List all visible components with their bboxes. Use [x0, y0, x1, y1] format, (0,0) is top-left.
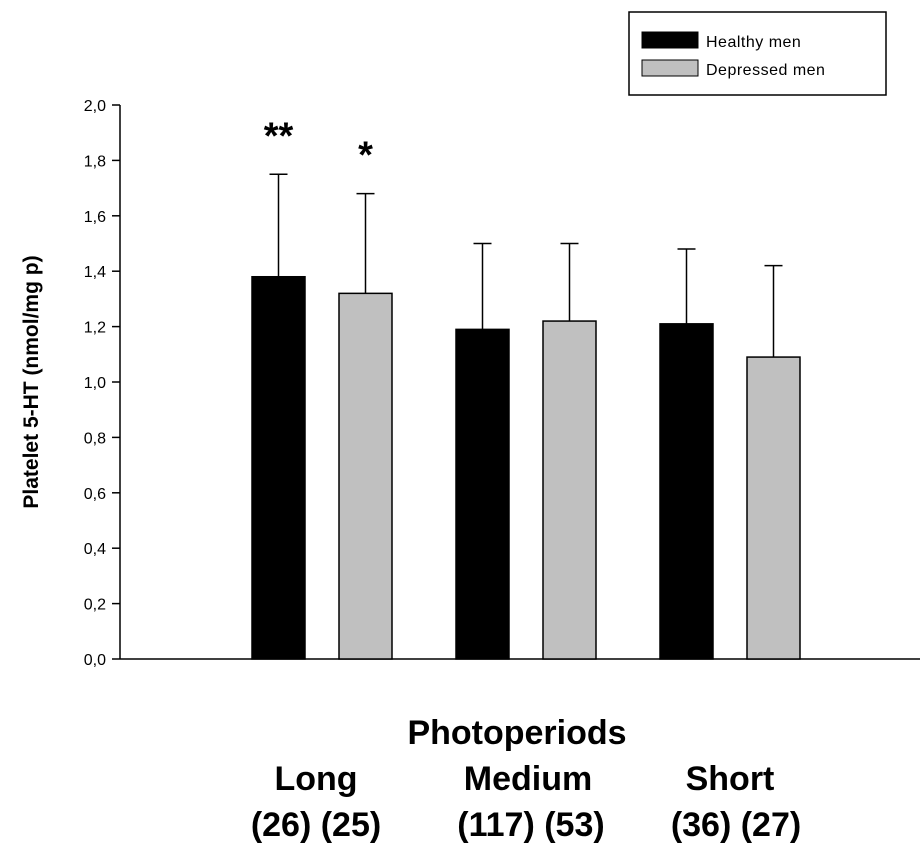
y-tick-label: 0,0: [84, 652, 106, 669]
y-tick-label: 1,4: [84, 264, 106, 281]
category-count-label: (36) (27): [671, 806, 801, 844]
category-label: Medium: [464, 760, 592, 798]
significance-marker: **: [264, 115, 294, 157]
y-axis-title: Platelet 5-HT (nmol/mg p): [20, 255, 43, 508]
error-bars: [269, 173, 783, 358]
bar-healthy-short: [659, 323, 714, 660]
y-tick-label: 0,2: [84, 597, 106, 614]
category-labels: Long (26) (25) Medium (117) (53) Short (36) (…: [251, 760, 801, 844]
y-tick-label: 0,6: [84, 486, 106, 503]
y-tick-label: 1,8: [84, 153, 106, 170]
bar-depressed-short: [746, 356, 801, 660]
legend-label-depressed: Depressed men: [706, 62, 825, 79]
y-tick-label: 0,8: [84, 430, 106, 447]
bar-depressed-long: [338, 292, 393, 660]
y-tick-label: 2,0: [84, 98, 106, 115]
y-tick-label: 0,4: [84, 541, 106, 558]
category-count-label: (117) (53): [457, 806, 604, 844]
bars: [251, 275, 801, 660]
bar-depressed-medium: [542, 320, 597, 660]
category-count-label: (26) (25): [251, 806, 381, 844]
legend-box: [628, 11, 887, 96]
y-tick-label: 1,6: [84, 209, 106, 226]
bar-healthy-medium: [455, 328, 510, 660]
significance-markers: ** *: [264, 115, 373, 176]
y-tick-label: 1,2: [84, 320, 106, 337]
y-tick-label: 1,0: [84, 375, 106, 392]
legend-swatch-depressed: [641, 59, 699, 77]
x-axis-title: Photoperiods: [407, 714, 626, 752]
bar-healthy-long: [251, 275, 306, 660]
legend-swatch-healthy: [641, 31, 699, 49]
y-ticks: 0,0 0,2 0,4 0,6 0,8 1,0 1,2 1,4 1,6 1,8 2,0: [84, 98, 120, 669]
significance-marker: *: [358, 135, 373, 177]
category-label: Long: [274, 760, 357, 798]
category-label: Short: [686, 760, 775, 798]
legend-label-healthy: Healthy men: [706, 34, 801, 51]
legend: Healthy men Depressed men: [628, 11, 887, 96]
